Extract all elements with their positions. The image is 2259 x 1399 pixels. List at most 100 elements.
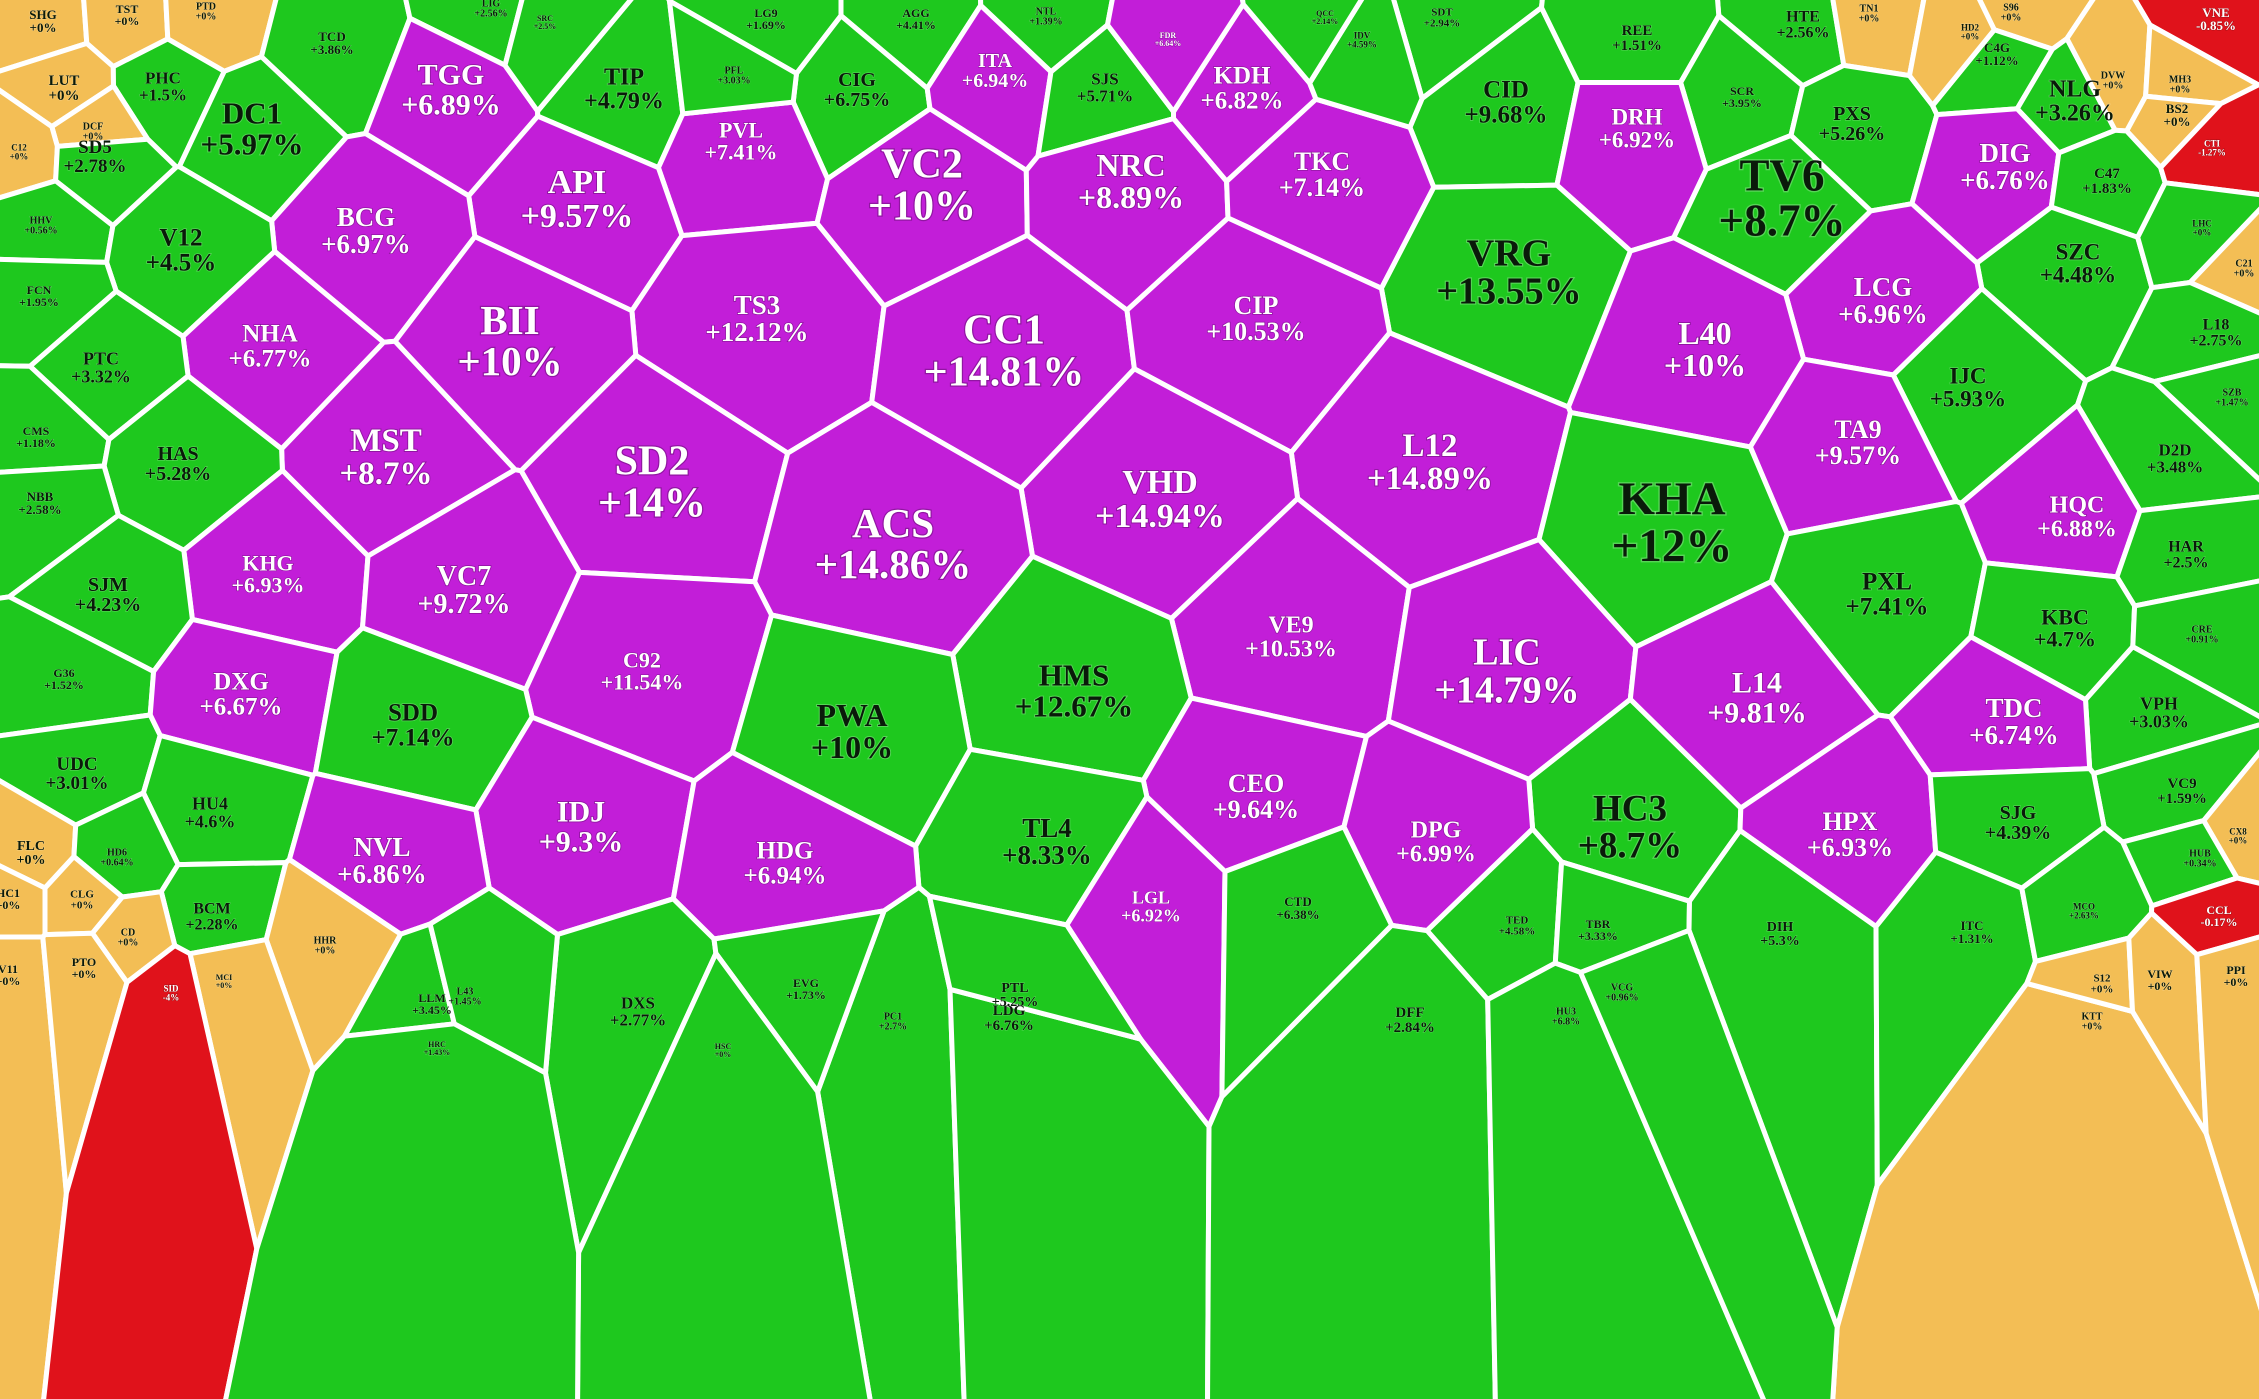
ticker-vne: VNE	[2202, 5, 2229, 20]
change-dxs: +2.77%	[610, 1010, 666, 1029]
ticker-tip: TIP	[604, 64, 644, 90]
ticker-l43: L43	[457, 987, 474, 998]
ticker-agg: AGG	[902, 6, 929, 20]
ticker-ted: TED	[1506, 914, 1529, 926]
cell-pfl[interactable]	[667, 0, 799, 117]
ticker-sjs: SJS	[1091, 69, 1118, 88]
change-lic: +14.79%	[1434, 669, 1579, 711]
cell-hrc[interactable]	[223, 1021, 582, 1399]
change-sjg: +4.39%	[1985, 822, 2051, 844]
change-l43: +1.45%	[448, 997, 481, 1008]
ticker-bcg: BCG	[337, 202, 396, 232]
change-d2d: +3.48%	[2147, 457, 2203, 476]
ticker-ldg: LDG	[993, 1003, 1026, 1019]
change-hhr: +0%	[315, 946, 336, 957]
ticker-nlg: NLG	[2049, 76, 2101, 102]
ticker-kdh: KDH	[1214, 62, 1272, 89]
ticker-nrc: NRC	[1096, 147, 1165, 183]
change-ccl: -0.17%	[2201, 915, 2238, 929]
change-tbr: +3.33%	[1578, 929, 1618, 943]
ticker-lig: LIG	[482, 0, 501, 10]
change-hqc: +6.88%	[2037, 516, 2117, 542]
ticker-hpx: HPX	[1823, 807, 1878, 836]
change-agg: +4.41%	[896, 18, 936, 32]
ticker-tbr: TBR	[1586, 917, 1611, 931]
change-v12: +4.5%	[146, 249, 217, 276]
heatmap-labels: SHG+0%TST+0%PTD+0%TCD+3.86%LIG+2.56% LG9+…	[0, 0, 2255, 1059]
change-ktt: +0%	[2082, 1022, 2103, 1033]
ticker-mh3: MH3	[2169, 75, 2191, 86]
change-szc: +4.48%	[2040, 263, 2116, 288]
change-pwa: +10%	[811, 729, 893, 765]
ticker-cx8: CX8	[2229, 827, 2247, 837]
change-ppi: +0%	[2224, 975, 2249, 989]
ticker-viw: VIW	[2147, 967, 2172, 981]
ticker-sjg: SJG	[2000, 802, 2037, 824]
ticker-hms: HMS	[1039, 657, 1110, 692]
cell-sid[interactable]	[41, 943, 260, 1399]
ticker-cc1: CC1	[963, 308, 1045, 354]
ticker-llm: LLM	[418, 991, 445, 1005]
ticker-ktt: KTT	[2081, 1012, 2102, 1023]
change-kha: +12%	[1612, 520, 1733, 572]
change-mst: +8.7%	[339, 456, 432, 492]
change-dpg: +6.99%	[1396, 841, 1476, 867]
change-vc9: +1.59%	[2157, 791, 2207, 807]
ticker-api: API	[548, 164, 607, 201]
change-vph: +3.03%	[2129, 711, 2189, 731]
cell-hsc[interactable]	[575, 950, 873, 1399]
cell-qcc[interactable]	[1240, 0, 1367, 86]
cell-dff[interactable]	[1205, 922, 1498, 1399]
change-s12: +0%	[2091, 983, 2114, 995]
change-dvw: +0%	[2103, 81, 2124, 92]
ticker-lhc: LHC	[2192, 219, 2212, 229]
cell-ppi[interactable]	[2194, 934, 2259, 1334]
change-idv: +4.59%	[1347, 40, 1377, 50]
cell-src[interactable]	[502, 0, 639, 114]
ticker-nvl: NVL	[353, 832, 410, 862]
change-idj: +9.3%	[539, 826, 624, 859]
ticker-itc: ITC	[1960, 918, 1983, 933]
ticker-bcm: BCM	[193, 901, 230, 918]
cell-ptl[interactable]	[926, 893, 1144, 1042]
ticker-hub: HUB	[2189, 849, 2211, 860]
ticker-lic: LIC	[1473, 631, 1541, 673]
change-scr: +3.95%	[1722, 96, 1762, 110]
cell-vcg[interactable]	[1578, 927, 1840, 1399]
change-phc: +1.5%	[139, 85, 187, 104]
ticker-s96: S96	[2003, 3, 2019, 14]
ticker-vcg: VCG	[1611, 983, 1633, 994]
ticker-sd2: SD2	[615, 439, 690, 485]
cell-hd2[interactable]	[1907, 0, 1997, 108]
change-dig: +6.76%	[1960, 165, 2050, 195]
cell-fdr[interactable]	[1105, 0, 1246, 115]
change-ijc: +5.93%	[1930, 387, 2006, 412]
change-l12: +14.89%	[1367, 461, 1493, 497]
change-har: +2.5%	[2163, 555, 2208, 572]
ticker-clg: CLG	[70, 888, 94, 900]
ticker-c12: C12	[11, 143, 27, 153]
ticker-hhr: HHR	[314, 936, 338, 947]
ticker-ceo: CEO	[1228, 769, 1284, 798]
ticker-tcd: TCD	[318, 29, 345, 44]
ticker-ijc: IJC	[1949, 364, 1986, 389]
change-l18: +2.75%	[2189, 333, 2242, 350]
change-ntl: +1.39%	[1029, 17, 1062, 28]
change-viw: +0%	[2148, 979, 2173, 993]
ticker-lg9: LG9	[754, 6, 777, 20]
change-has: +5.28%	[145, 463, 211, 485]
cell-cti[interactable]	[2158, 82, 2259, 198]
change-itc: +1.31%	[1950, 931, 1993, 946]
ticker-hc1: HC1	[0, 886, 20, 900]
ticker-src: SRC	[537, 14, 553, 23]
ticker-phc: PHC	[145, 68, 181, 87]
change-bii: +10%	[457, 338, 562, 384]
change-sd2: +14%	[598, 481, 706, 527]
ticker-nbb: NBB	[27, 489, 54, 504]
ticker-hu4: HU4	[192, 793, 228, 813]
ticker-lut: LUT	[49, 73, 80, 89]
ticker-l14: L14	[1732, 667, 1782, 700]
ticker-sid: SID	[163, 984, 179, 994]
change-lig: +2.56%	[474, 9, 507, 20]
